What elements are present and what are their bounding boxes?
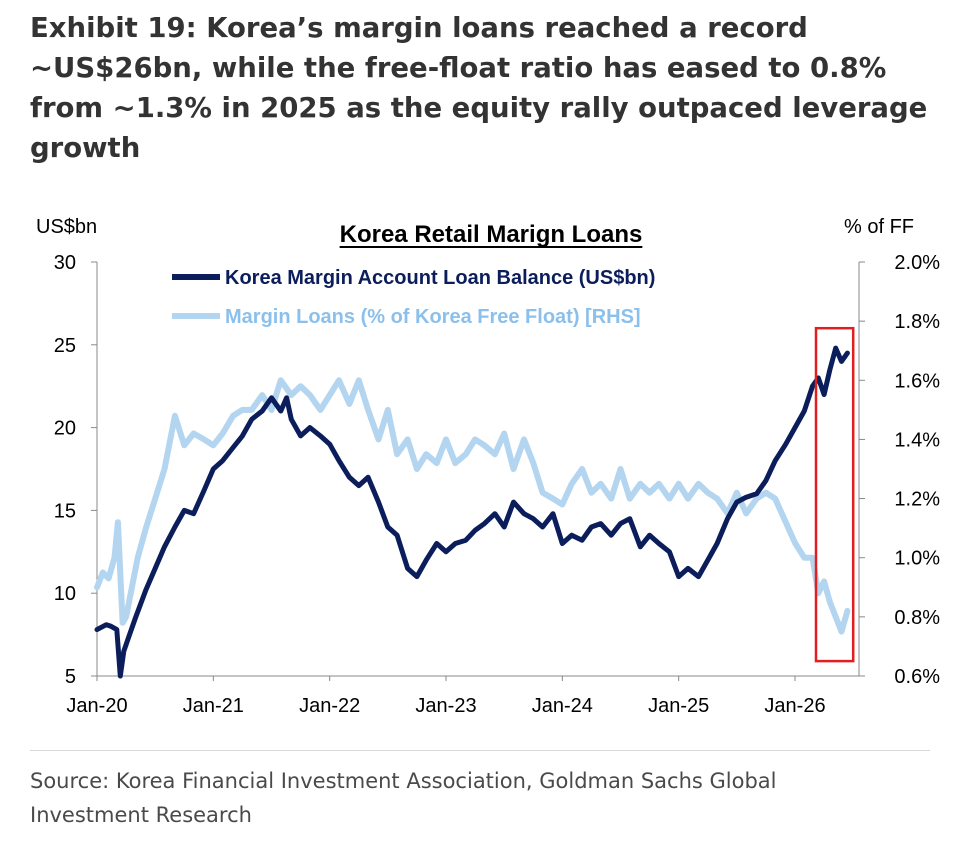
- y-left-tick-label: 15: [54, 500, 76, 522]
- x-tick-label: Jan-22: [299, 695, 360, 717]
- y-right-tick-label: 1.6%: [894, 370, 940, 392]
- y-left-axis-label: US$bn: [36, 216, 97, 238]
- source-line: Investment Research: [30, 803, 252, 827]
- margin-loans-chart: Korea Retail Marign Loans US$bn % of FF …: [36, 216, 940, 717]
- y-right-tick-label: 2.0%: [894, 252, 940, 274]
- legend-label-loan-balance: Korea Margin Account Loan Balance (US$bn…: [225, 267, 655, 289]
- axes: [96, 262, 860, 677]
- y-right-ticks: 0.6% 0.8% 1.0% 1.2% 1.4% 1.6% 1.8% 2.0%: [859, 252, 940, 688]
- chart-title: Korea Retail Marign Loans: [340, 221, 643, 248]
- legend-label-free-float: Margin Loans (% of Korea Free Float) [RH…: [225, 306, 641, 328]
- y-right-tick-label: 1.0%: [894, 548, 940, 570]
- source-note: Source: Korea Financial Investment Assoc…: [30, 764, 930, 832]
- y-right-tick-label: 0.8%: [894, 607, 940, 629]
- x-tick-label: Jan-23: [415, 695, 476, 717]
- source-line: Source: Korea Financial Investment Assoc…: [30, 769, 777, 793]
- y-right-tick-label: 1.4%: [894, 429, 940, 451]
- series-line-loan-balance: [94, 345, 850, 679]
- series-layer: [94, 345, 851, 679]
- y-right-tick-label: 1.2%: [894, 489, 940, 511]
- y-left-tick-label: 5: [65, 666, 76, 688]
- divider: [30, 750, 930, 751]
- y-left-tick-label: 25: [54, 335, 76, 357]
- x-tick-label: Jan-20: [66, 695, 127, 717]
- legend: Korea Margin Account Loan Balance (US$bn…: [172, 267, 655, 328]
- y-right-axis-label: % of FF: [844, 216, 914, 238]
- x-tick-label: Jan-24: [532, 695, 593, 717]
- y-left-tick-label: 30: [54, 252, 76, 274]
- x-tick-label: Jan-26: [764, 695, 825, 717]
- series-line-free-float: [94, 377, 851, 635]
- x-tick-label: Jan-21: [183, 695, 244, 717]
- x-ticks: Jan-20 Jan-21 Jan-22 Jan-23 Jan-24 Jan-25 Jan-…: [66, 676, 826, 717]
- y-left-ticks: 5 10 15 20 25 30: [54, 252, 97, 688]
- x-tick-label: Jan-25: [648, 695, 709, 717]
- y-left-tick-label: 20: [54, 418, 76, 440]
- exhibit-title-line: growth: [30, 132, 141, 164]
- highlight-box: [814, 326, 855, 663]
- y-right-tick-label: 1.8%: [894, 311, 940, 333]
- exhibit-title: Exhibit 19: Korea’s margin loans reached…: [30, 8, 930, 168]
- exhibit-title-line: Exhibit 19: Korea’s margin loans reached…: [30, 12, 808, 44]
- exhibit-title-line: from ~1.3% in 2025 as the equity rally o…: [30, 92, 928, 124]
- y-right-tick-label: 0.6%: [894, 666, 940, 688]
- y-left-tick-label: 10: [54, 583, 76, 605]
- exhibit-title-line: ~US$26bn, while the free-float ratio has…: [30, 52, 887, 84]
